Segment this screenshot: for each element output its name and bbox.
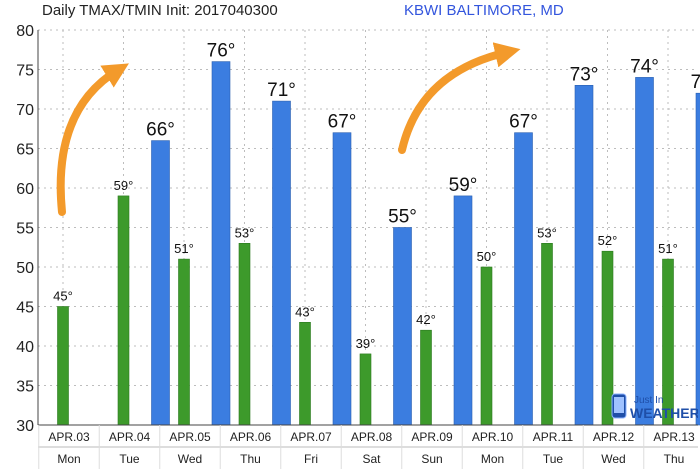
- tmax-label: 74°: [630, 56, 659, 77]
- weekday-label: Wed: [178, 452, 202, 466]
- x-tick-label: APR.07: [290, 430, 332, 444]
- tmin-bar: [238, 243, 251, 426]
- tmin-label: 42°: [416, 312, 436, 327]
- x-tick-label: APR.10: [472, 430, 514, 444]
- tmin-bar: [117, 195, 130, 426]
- axes: 30 35 40 45 50 55 60 65 70 75 80 APR.03 Mon APR.04 Tue…: [16, 23, 698, 469]
- x-tick-label: APR.06: [230, 430, 272, 444]
- rising-arrow: [56, 63, 129, 216]
- weekday-label: Thu: [240, 452, 261, 466]
- data-labels: 66° 76° 71° 67° 55° 59° 67° 73° 74° 72° 45° 59° 51° 5…: [53, 41, 700, 351]
- chart-title: Daily TMAX/TMIN Init: 2017040300: [42, 2, 278, 19]
- x-tick-label: APR.05: [169, 430, 211, 444]
- tmin-label: 51°: [658, 241, 678, 256]
- y-tick-label: 75: [16, 63, 34, 80]
- tmin-bar: [299, 321, 311, 426]
- tmax-label: 72°: [691, 72, 700, 93]
- weekday-label: Mon: [481, 452, 504, 466]
- y-tick-label: 35: [16, 379, 34, 396]
- weekday-label: Wed: [601, 452, 625, 466]
- tmin-label: 52°: [598, 233, 618, 248]
- tmax-label: 59°: [449, 175, 478, 196]
- weekday-label: Sun: [421, 452, 442, 466]
- y-tick-label: 60: [16, 181, 34, 198]
- trend-arrows: [56, 42, 521, 216]
- tmin-label: 59°: [114, 178, 134, 193]
- logo: Just In WEATHER: [611, 393, 698, 421]
- weekday-label: Thu: [664, 452, 685, 466]
- tmax-bar: [211, 61, 231, 426]
- logo-line1: Just In: [634, 395, 663, 406]
- x-tick-label: APR.11: [533, 430, 574, 444]
- weekday-label: Tue: [119, 452, 140, 466]
- x-tick-label: APR.04: [109, 430, 151, 444]
- weekday-label: Mon: [57, 452, 80, 466]
- x-tick-label: APR.12: [593, 430, 635, 444]
- tmax-bar: [272, 100, 291, 426]
- y-tick-label: 65: [16, 142, 34, 159]
- y-tick-label: 70: [16, 102, 34, 119]
- rising-arrow: [398, 42, 521, 154]
- x-tick-label: APR.13: [653, 430, 695, 444]
- tmin-bar: [178, 258, 190, 426]
- tmax-label: 71°: [267, 80, 296, 101]
- tmax-bar: [393, 227, 412, 426]
- y-tick-label: 80: [16, 23, 34, 40]
- tmax-label: 55°: [388, 207, 417, 228]
- weekday-label: Fri: [304, 452, 318, 466]
- tmax-label: 66°: [146, 120, 175, 141]
- tmin-label: 53°: [235, 225, 255, 240]
- tmax-bar: [574, 85, 594, 426]
- x-tick-label: APR.03: [48, 430, 90, 444]
- tmin-label: 39°: [356, 336, 376, 351]
- tmin-label: 51°: [174, 241, 194, 256]
- tmax-label: 67°: [328, 112, 357, 133]
- tmin-label: 45°: [53, 289, 73, 304]
- tmin-label: 43°: [295, 304, 315, 319]
- tmax-bar: [514, 132, 533, 426]
- tmin-bar: [541, 243, 553, 426]
- tmin-label: 50°: [477, 249, 497, 264]
- tmax-label: 76°: [207, 41, 236, 62]
- tmax-bar: [635, 77, 654, 426]
- tmax-bar: [151, 140, 170, 426]
- weekday-label: Sat: [362, 452, 381, 466]
- x-tick-label: APR.09: [411, 430, 453, 444]
- y-tick-label: 55: [16, 221, 34, 238]
- tmax-bar: [332, 132, 352, 426]
- tmax-bar: [695, 92, 700, 426]
- y-tick-label: 50: [16, 260, 34, 277]
- tmin-bar: [359, 353, 372, 426]
- x-tick-label: APR.08: [351, 430, 393, 444]
- y-tick-label: 30: [16, 418, 34, 435]
- tmax-label: 67°: [509, 112, 538, 133]
- y-tick-label: 40: [16, 339, 34, 356]
- tmin-bar: [420, 329, 432, 426]
- logo-line2: WEATHER: [630, 405, 698, 421]
- bars: [57, 61, 700, 426]
- tmax-bar: [453, 195, 473, 426]
- station-name: KBWI BALTIMORE, MD: [404, 2, 564, 19]
- tmin-label: 53°: [537, 225, 557, 240]
- weekday-label: Tue: [543, 452, 564, 466]
- tmax-label: 73°: [570, 64, 599, 85]
- y-tick-label: 45: [16, 300, 34, 317]
- tmin-bar: [57, 306, 69, 426]
- tmin-bar: [480, 266, 493, 426]
